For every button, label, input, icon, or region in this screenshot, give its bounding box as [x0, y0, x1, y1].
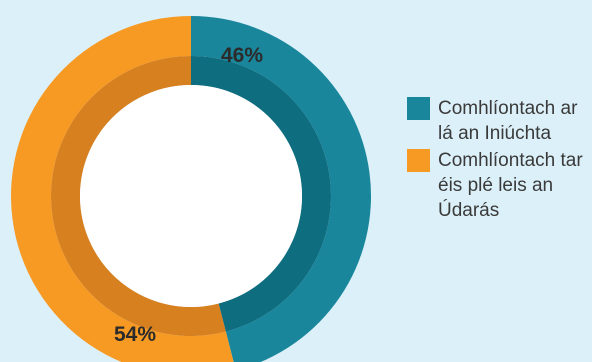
legend-swatch-audit-day [407, 97, 430, 120]
slice-after-discussion [11, 16, 234, 362]
legend-label-after-discussion: Comhlíontach tar éis plé leis an Údarás [438, 150, 583, 221]
legend-item-audit-day: Comhlíontach ar lá an Iniúchta [407, 96, 592, 146]
legend-label-audit-day: Comhlíontach ar lá an Iniúchta [438, 98, 578, 144]
donut-hole [80, 85, 302, 307]
legend: Comhlíontach ar lá an Iniúchta Comhlíont… [407, 96, 592, 225]
value-label-audit-day: 46% [221, 44, 263, 67]
legend-swatch-after-discussion [407, 149, 430, 172]
slice-inner-ring-audit-day [191, 56, 332, 332]
slice-inner-ring-after-discussion [51, 56, 226, 336]
legend-item-after-discussion: Comhlíontach tar éis plé leis an Údarás [407, 148, 592, 223]
slice-audit-day [191, 16, 371, 362]
value-label-after-discussion: 54% [114, 323, 156, 346]
donut-chart: 46% 54% [11, 16, 371, 362]
